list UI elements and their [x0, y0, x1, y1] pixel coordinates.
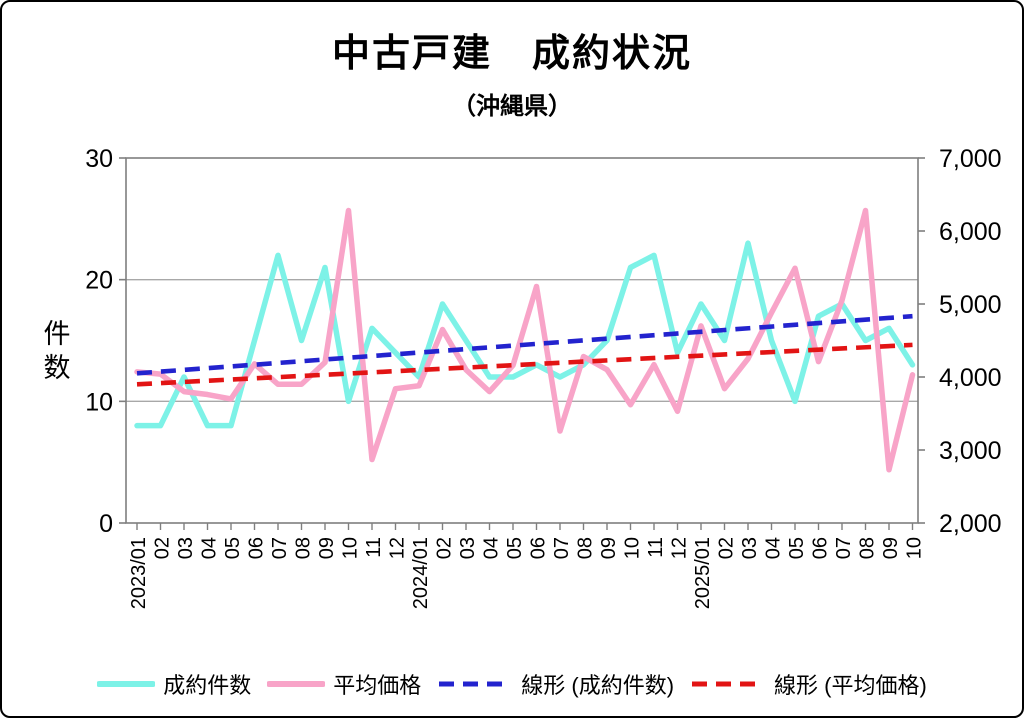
x-axis-tick-label: 07 [269, 537, 291, 559]
x-axis-tick-label: 05 [222, 537, 244, 559]
x-axis-tick-label: 11 [363, 537, 385, 558]
left-axis-tick-label: 10 [85, 388, 113, 416]
x-axis-tick-label: 10 [340, 537, 362, 559]
legend-label: 平均価格 [333, 673, 422, 698]
x-axis-tick-label: 06 [246, 537, 268, 559]
x-axis-tick-label: 05 [786, 537, 808, 559]
trend-line-2 [136, 313, 913, 376]
right-axis-tick-label: 4,000 [939, 364, 1002, 392]
legend-dashed-line-icon [692, 681, 765, 687]
x-axis-tick-label: 08 [857, 537, 879, 559]
x-axis-tick-label: 03 [175, 537, 197, 559]
x-axis-tick-label: 2024/01 [410, 537, 432, 609]
chart-title: 中古戸建 成約状況 [331, 33, 692, 75]
chart-subtitle: （沖縄県） [452, 93, 572, 120]
x-axis-tick-label: 12 [387, 537, 409, 559]
right-axis-tick-label: 3,000 [939, 437, 1002, 465]
x-axis-tick-label: 03 [457, 537, 479, 559]
x-axis-tick-label: 02 [152, 537, 174, 559]
series-line-1 [134, 207, 916, 473]
left-axis-tick-label: 0 [99, 510, 113, 538]
x-axis-tick-label: 03 [739, 537, 761, 559]
x-axis-tick-label: 12 [669, 537, 691, 559]
legend: 成約件数 平均価格 線形 (成約件数) 線形 (平均価格) [2, 668, 1022, 700]
x-axis-tick-label: 2025/01 [692, 537, 714, 609]
legend-item-trend-keisu: 線形 (成約件数) [437, 668, 674, 700]
left-axis-tick-label: 30 [85, 145, 113, 173]
left-axis-tick-label: 20 [85, 267, 113, 295]
legend-item-kakaku: 平均価格 [267, 668, 421, 700]
x-axis-tick-label: 05 [504, 537, 526, 559]
legend-solid-line-icon [267, 681, 326, 687]
right-axis-tick-label: 2,000 [939, 510, 1002, 538]
x-axis-tick-label: 07 [551, 537, 573, 559]
legend-label: 成約件数 [163, 673, 252, 698]
x-axis-tick-label: 02 [434, 537, 456, 559]
legend-label: 線形 (成約件数) [521, 673, 675, 698]
legend-item-trend-kakaku: 線形 (平均価格) [690, 668, 927, 700]
left-axis-title: 件数 [43, 319, 71, 383]
legend-item-keisu: 成約件数 [97, 668, 251, 700]
x-axis-tick-label: 10 [904, 537, 926, 559]
trend-line-3 [136, 342, 913, 387]
x-axis-tick-label: 02 [716, 537, 738, 559]
x-axis-tick-label: 06 [528, 537, 550, 559]
right-axis-tick-label: 5,000 [939, 291, 1002, 319]
legend-label: 線形 (平均価格) [774, 673, 927, 698]
x-axis-tick-label: 04 [199, 537, 221, 559]
legend-solid-line-icon [97, 681, 156, 687]
x-axis-tick-label: 08 [575, 537, 597, 559]
x-axis-tick-label: 06 [810, 537, 832, 559]
x-axis-tick-label: 08 [293, 537, 315, 559]
x-axis-tick-label: 2023/01 [128, 537, 150, 609]
plot-frame [125, 157, 919, 524]
x-axis-tick-label: 11 [645, 537, 667, 558]
x-axis-tick-label: 09 [880, 537, 902, 559]
right-axis-tick-label: 6,000 [939, 218, 1002, 246]
x-axis-tick-label: 10 [622, 537, 644, 559]
x-axis-tick-label: 07 [833, 537, 855, 559]
series-line-0 [134, 240, 916, 429]
x-axis-tick-label: 09 [316, 537, 338, 559]
x-axis-tick-label: 04 [763, 537, 785, 559]
x-axis-tick-label: 09 [598, 537, 620, 559]
right-axis-tick-label: 7,000 [939, 145, 1002, 173]
legend-dashed-line-icon [439, 681, 512, 687]
x-axis-tick-label: 04 [481, 537, 503, 559]
